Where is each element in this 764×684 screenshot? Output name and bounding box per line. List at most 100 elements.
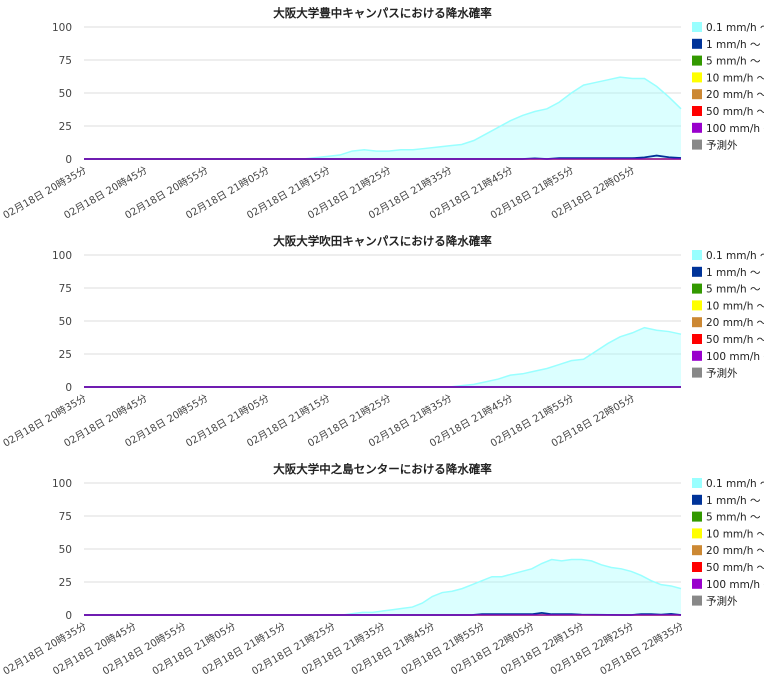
legend-swatch bbox=[692, 89, 702, 100]
legend-label: 0.1 mm/h 〜 bbox=[706, 250, 764, 262]
legend-item[interactable]: 1 mm/h 〜 bbox=[692, 38, 761, 51]
x-tick-label: 02月18日 20時35分 bbox=[1, 620, 88, 677]
legend-item[interactable]: 1 mm/h 〜 bbox=[692, 266, 761, 279]
legend-label: 5 mm/h 〜 bbox=[706, 284, 761, 296]
area-fill-0.1mm bbox=[84, 327, 681, 387]
legend-label: 50 mm/h 〜 bbox=[706, 106, 764, 118]
legend-swatch bbox=[692, 55, 702, 66]
legend-item[interactable]: 0.1 mm/h 〜 bbox=[692, 22, 764, 34]
x-tick-label: 02月18日 21時15分 bbox=[200, 620, 287, 677]
x-tick-label: 02月18日 21時25分 bbox=[250, 620, 337, 677]
legend-label: 予測外 bbox=[706, 139, 738, 152]
legend-label: 10 mm/h 〜 bbox=[706, 300, 764, 312]
chart-title: 大阪大学中之島センターにおける降水確率 bbox=[273, 462, 492, 476]
legend-item[interactable]: 0.1 mm/h 〜 bbox=[692, 478, 764, 490]
legend-item[interactable]: 予測外 bbox=[692, 367, 738, 380]
legend-swatch bbox=[692, 317, 702, 328]
y-tick-label: 25 bbox=[59, 577, 72, 589]
legend-label: 1 mm/h 〜 bbox=[706, 39, 761, 51]
legend-label: 0.1 mm/h 〜 bbox=[706, 478, 764, 490]
x-tick-label: 02月18日 20時55分 bbox=[101, 620, 188, 677]
legend-swatch bbox=[692, 22, 702, 32]
legend-swatch bbox=[692, 562, 702, 572]
legend-swatch bbox=[692, 528, 702, 539]
legend-item[interactable]: 5 mm/h 〜 bbox=[692, 511, 761, 524]
legend-swatch bbox=[692, 139, 702, 150]
y-tick-label: 75 bbox=[59, 511, 72, 523]
legend-label: 100 mm/h 〜 bbox=[706, 351, 764, 363]
legend-swatch bbox=[692, 38, 702, 49]
y-tick-label: 0 bbox=[65, 154, 72, 166]
legend-label: 100 mm/h 〜 bbox=[706, 579, 764, 591]
x-tick-label: 02月18日 21時35分 bbox=[300, 620, 387, 677]
legend-swatch bbox=[692, 334, 702, 344]
x-tick-label: 02月18日 22時15分 bbox=[499, 620, 586, 677]
legend-item[interactable]: 10 mm/h 〜 bbox=[692, 72, 764, 84]
legend-swatch bbox=[692, 122, 702, 133]
legend-swatch bbox=[692, 367, 702, 378]
legend-label: 予測外 bbox=[706, 595, 738, 608]
legend-swatch bbox=[692, 72, 702, 83]
y-tick-label: 0 bbox=[65, 610, 72, 622]
legend-item[interactable]: 0.1 mm/h 〜 bbox=[692, 250, 764, 262]
legend-swatch bbox=[692, 578, 702, 589]
legend-item[interactable]: 10 mm/h 〜 bbox=[692, 300, 764, 312]
legend-swatch bbox=[692, 266, 702, 277]
legend-label: 0.1 mm/h 〜 bbox=[706, 22, 764, 34]
legend-label: 10 mm/h 〜 bbox=[706, 72, 764, 84]
legend-label: 50 mm/h 〜 bbox=[706, 334, 764, 346]
y-tick-label: 25 bbox=[59, 121, 72, 133]
area-fill-0.1mm bbox=[84, 77, 681, 159]
x-tick-label: 02月18日 22時05分 bbox=[449, 620, 536, 677]
legend-label: 5 mm/h 〜 bbox=[706, 56, 761, 68]
legend-label: 1 mm/h 〜 bbox=[706, 495, 761, 507]
y-tick-label: 25 bbox=[59, 349, 72, 361]
legend-swatch bbox=[692, 350, 702, 361]
legend-swatch bbox=[692, 511, 702, 522]
legend-label: 20 mm/h 〜 bbox=[706, 89, 764, 101]
legend-item[interactable]: 20 mm/h 〜 bbox=[692, 545, 764, 557]
x-tick-label: 02月18日 22時35分 bbox=[598, 620, 685, 677]
legend-item[interactable]: 50 mm/h 〜 bbox=[692, 106, 764, 118]
nakanoshima-chart: 大阪大学中之島センターにおける降水確率 0 25 50 75 100 02月18日 20時3… bbox=[1, 462, 764, 678]
series-line-0.1mm bbox=[84, 558, 682, 616]
legend-item[interactable]: 5 mm/h 〜 bbox=[692, 55, 761, 68]
legend-label: 100 mm/h 〜 bbox=[706, 123, 764, 135]
x-tick-label: 02月18日 20時45分 bbox=[51, 620, 138, 677]
legend-item[interactable]: 100 mm/h 〜 bbox=[692, 122, 764, 135]
y-tick-label: 50 bbox=[59, 316, 72, 328]
x-tick-label: 02月18日 21時05分 bbox=[150, 620, 237, 677]
legend-swatch bbox=[692, 494, 702, 505]
legend-item[interactable]: 20 mm/h 〜 bbox=[692, 317, 764, 329]
legend-label: 50 mm/h 〜 bbox=[706, 562, 764, 574]
legend-swatch bbox=[692, 545, 702, 556]
area-fill-0.1mm bbox=[84, 559, 681, 615]
legend-label: 10 mm/h 〜 bbox=[706, 528, 764, 540]
legend-label: 5 mm/h 〜 bbox=[706, 512, 761, 524]
y-tick-label: 100 bbox=[52, 250, 72, 262]
legend-item[interactable]: 20 mm/h 〜 bbox=[692, 89, 764, 101]
legend-label: 20 mm/h 〜 bbox=[706, 317, 764, 329]
legend-item[interactable]: 50 mm/h 〜 bbox=[692, 562, 764, 574]
legend-item[interactable]: 1 mm/h 〜 bbox=[692, 494, 761, 507]
x-tick-label: 02月18日 21時55分 bbox=[399, 620, 486, 677]
legend-item[interactable]: 予測外 bbox=[692, 139, 738, 152]
legend-item[interactable]: 予測外 bbox=[692, 595, 738, 608]
legend-swatch bbox=[692, 300, 702, 311]
y-tick-label: 50 bbox=[59, 88, 72, 100]
legend-label: 予測外 bbox=[706, 367, 738, 380]
legend-swatch bbox=[692, 250, 702, 260]
legend-item[interactable]: 10 mm/h 〜 bbox=[692, 528, 764, 540]
legend-item[interactable]: 50 mm/h 〜 bbox=[692, 334, 764, 346]
legend-label: 20 mm/h 〜 bbox=[706, 545, 764, 557]
legend-item[interactable]: 5 mm/h 〜 bbox=[692, 283, 761, 296]
legend-item[interactable]: 100 mm/h 〜 bbox=[692, 350, 764, 363]
legend-swatch bbox=[692, 478, 702, 488]
legend-item[interactable]: 100 mm/h 〜 bbox=[692, 578, 764, 591]
y-tick-label: 50 bbox=[59, 544, 72, 556]
y-tick-label: 75 bbox=[59, 55, 72, 67]
y-tick-label: 100 bbox=[52, 22, 72, 34]
x-tick-label: 02月18日 22時25分 bbox=[548, 620, 635, 677]
legend-label: 1 mm/h 〜 bbox=[706, 267, 761, 279]
